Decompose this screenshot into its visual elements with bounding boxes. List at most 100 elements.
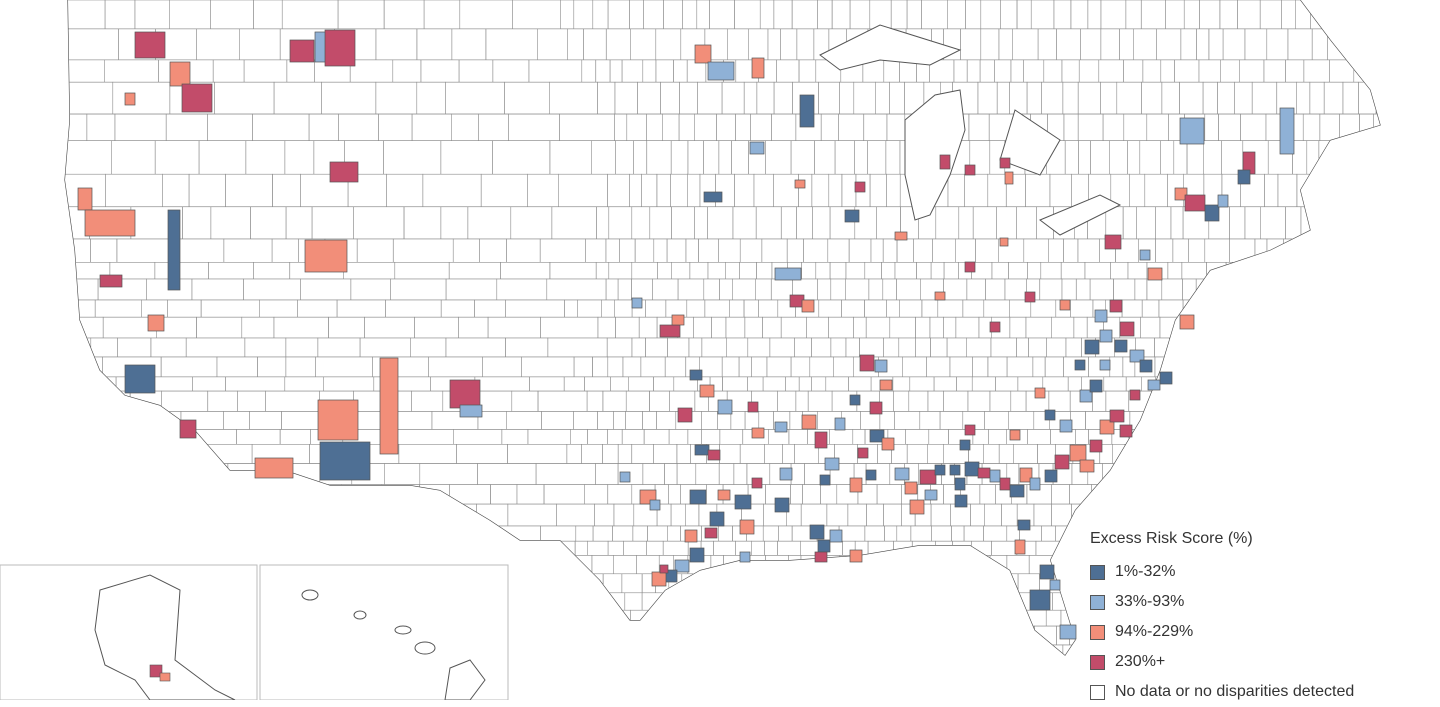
highlighted-county[interactable]: [849, 394, 861, 406]
highlighted-county[interactable]: [869, 401, 883, 415]
highlighted-county[interactable]: [181, 83, 213, 113]
highlighted-county[interactable]: [934, 291, 946, 301]
highlighted-county[interactable]: [319, 441, 371, 481]
highlighted-county[interactable]: [989, 321, 1001, 333]
highlighted-county[interactable]: [689, 489, 707, 505]
highlighted-county[interactable]: [1069, 444, 1087, 462]
highlighted-county[interactable]: [824, 457, 840, 471]
highlighted-county[interactable]: [289, 39, 315, 63]
highlighted-county[interactable]: [124, 92, 136, 106]
highlighted-county[interactable]: [1054, 454, 1070, 470]
highlighted-county[interactable]: [774, 497, 790, 513]
highlighted-county[interactable]: [801, 414, 817, 430]
highlighted-county[interactable]: [84, 209, 136, 237]
legend-item[interactable]: 94%-229%: [1090, 617, 1430, 647]
highlighted-county[interactable]: [167, 209, 181, 291]
highlighted-county[interactable]: [1059, 419, 1073, 433]
highlighted-county[interactable]: [829, 529, 843, 543]
highlighted-county[interactable]: [964, 461, 980, 477]
highlighted-county[interactable]: [631, 297, 643, 309]
highlighted-county[interactable]: [1009, 429, 1021, 441]
highlighted-county[interactable]: [1184, 194, 1206, 212]
highlighted-county[interactable]: [999, 157, 1011, 169]
highlighted-county[interactable]: [1279, 107, 1295, 155]
highlighted-county[interactable]: [694, 444, 710, 456]
highlighted-county[interactable]: [707, 61, 735, 81]
highlighted-county[interactable]: [817, 539, 831, 553]
highlighted-county[interactable]: [717, 399, 733, 415]
highlighted-county[interactable]: [1147, 267, 1163, 281]
highlighted-county[interactable]: [449, 379, 481, 409]
highlighted-county[interactable]: [1204, 204, 1220, 222]
highlighted-county[interactable]: [659, 324, 681, 338]
highlighted-county[interactable]: [859, 354, 875, 372]
highlighted-county[interactable]: [849, 549, 863, 563]
highlighted-county[interactable]: [674, 559, 690, 573]
highlighted-county[interactable]: [977, 467, 991, 479]
highlighted-county[interactable]: [709, 511, 725, 527]
highlighted-county[interactable]: [689, 547, 705, 563]
highlighted-county[interactable]: [329, 161, 359, 183]
highlighted-county[interactable]: [739, 519, 755, 535]
highlighted-county[interactable]: [1217, 194, 1229, 208]
highlighted-county[interactable]: [989, 469, 1001, 483]
highlighted-county[interactable]: [1099, 359, 1111, 371]
highlighted-county[interactable]: [717, 489, 731, 501]
highlighted-county[interactable]: [704, 527, 718, 539]
highlighted-county[interactable]: [964, 424, 976, 436]
highlighted-county[interactable]: [939, 154, 951, 170]
highlighted-county[interactable]: [147, 314, 165, 332]
highlighted-county[interactable]: [619, 471, 631, 483]
highlighted-county[interactable]: [1099, 329, 1113, 343]
highlighted-county[interactable]: [1044, 469, 1058, 483]
highlighted-county[interactable]: [1179, 314, 1195, 330]
highlighted-county[interactable]: [1044, 409, 1056, 421]
highlighted-county[interactable]: [317, 399, 359, 441]
highlighted-county[interactable]: [1094, 309, 1108, 323]
highlighted-county[interactable]: [699, 384, 715, 398]
highlighted-county[interactable]: [1059, 624, 1077, 640]
highlighted-county[interactable]: [179, 419, 197, 439]
highlighted-county[interactable]: [677, 407, 693, 423]
highlighted-county[interactable]: [649, 499, 661, 511]
highlighted-county[interactable]: [904, 481, 918, 495]
highlighted-county[interactable]: [881, 437, 895, 451]
highlighted-county[interactable]: [324, 29, 356, 67]
highlighted-county[interactable]: [809, 524, 825, 540]
highlighted-county[interactable]: [814, 551, 828, 563]
highlighted-county[interactable]: [1174, 187, 1188, 201]
highlighted-county[interactable]: [814, 431, 828, 449]
highlighted-county[interactable]: [651, 571, 667, 587]
highlighted-county[interactable]: [799, 94, 815, 128]
highlighted-county[interactable]: [834, 417, 846, 431]
highlighted-county[interactable]: [751, 427, 765, 439]
highlighted-county[interactable]: [1119, 321, 1135, 337]
highlighted-county[interactable]: [774, 421, 788, 433]
highlighted-county[interactable]: [734, 494, 752, 510]
highlighted-county[interactable]: [1029, 589, 1051, 611]
legend-item[interactable]: No data or no disparities detected: [1090, 677, 1430, 707]
highlighted-county[interactable]: [924, 489, 938, 501]
highlighted-county[interactable]: [865, 469, 877, 481]
highlighted-county[interactable]: [1009, 484, 1025, 498]
highlighted-county[interactable]: [124, 364, 156, 394]
highlighted-county[interactable]: [857, 447, 869, 459]
highlighted-county[interactable]: [854, 181, 866, 193]
highlighted-county[interactable]: [801, 299, 815, 313]
highlighted-county[interactable]: [1104, 234, 1122, 250]
highlighted-county[interactable]: [1014, 539, 1026, 555]
highlighted-county[interactable]: [849, 477, 863, 493]
legend-item[interactable]: 1%-32%: [1090, 557, 1430, 587]
highlighted-county[interactable]: [1017, 519, 1031, 531]
highlighted-county[interactable]: [659, 564, 669, 574]
highlighted-county[interactable]: [874, 359, 888, 373]
highlighted-county[interactable]: [379, 357, 399, 455]
highlighted-county[interactable]: [1074, 359, 1086, 371]
highlighted-county[interactable]: [844, 209, 860, 223]
highlighted-county[interactable]: [1109, 299, 1123, 313]
highlighted-county[interactable]: [703, 191, 723, 203]
highlighted-county[interactable]: [1109, 409, 1125, 423]
highlighted-county[interactable]: [254, 457, 294, 479]
highlighted-county[interactable]: [954, 477, 966, 491]
